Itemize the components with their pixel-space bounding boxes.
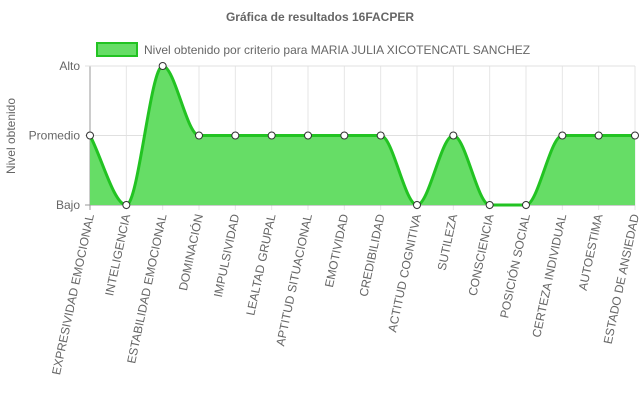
x-tick-label: DOMINACIÓN xyxy=(175,213,206,292)
data-point[interactable] xyxy=(86,131,94,140)
data-point[interactable] xyxy=(522,201,530,209)
legend-swatch xyxy=(96,42,138,57)
x-tick-label: SUTILEZA xyxy=(435,213,461,272)
data-point[interactable] xyxy=(158,62,167,70)
x-tick-label: CERTEZA INDIVIDUAL xyxy=(529,212,569,338)
y-axis-ticks: Bajo Promedio Alto xyxy=(29,59,81,212)
data-point[interactable] xyxy=(485,201,494,209)
points xyxy=(86,62,639,209)
data-point[interactable] xyxy=(376,131,385,140)
y-tick-label: Bajo xyxy=(56,198,80,212)
x-tick-label: IMPULSIVIDAD xyxy=(211,212,242,298)
x-tick-label: APTITUD SITUACIONAL xyxy=(273,212,315,347)
legend-label: Nivel obtenido por criterio para MARIA J… xyxy=(144,43,530,57)
y-tick-label: Alto xyxy=(59,59,80,73)
x-tick-label: ESTADO DE ANSIEDAD xyxy=(601,212,639,345)
x-axis-ticks: EXPRESIVIDAD EMOCIONAL INTELIGENCIAESTABI… xyxy=(49,212,639,376)
x-tick-label: EMOTIVIDAD xyxy=(322,212,351,288)
data-point[interactable] xyxy=(267,131,276,140)
legend[interactable]: Nivel obtenido por criterio para MARIA J… xyxy=(96,42,530,57)
data-point[interactable] xyxy=(231,131,240,140)
y-tick-label: Promedio xyxy=(29,129,81,143)
x-tick-label: CONSCIENCIA xyxy=(466,213,497,297)
x-tick-label: INTELIGENCIA xyxy=(102,213,133,297)
x-tick-label: CREDIBILIDAD xyxy=(356,212,387,297)
data-point[interactable] xyxy=(304,131,312,140)
x-tick-label: ACTITUD COGNITIVA xyxy=(385,213,424,334)
data-point[interactable] xyxy=(558,131,567,140)
data-point[interactable] xyxy=(413,201,421,209)
x-tick-label: POSICIÓN SOCIAL xyxy=(496,212,533,319)
data-point[interactable] xyxy=(631,131,639,140)
chart-title: Gráfica de resultados 16FACPER xyxy=(226,10,414,24)
x-tick-label: LEALTAD GRUPAL xyxy=(243,212,278,316)
data-point[interactable] xyxy=(195,131,203,140)
x-tick-label: ESTABILIDAD EMOCIONAL xyxy=(124,212,169,364)
data-point[interactable] xyxy=(594,131,603,140)
y-axis-title: Nivel obtenido xyxy=(4,98,18,174)
data-point[interactable] xyxy=(122,201,131,209)
data-point[interactable] xyxy=(340,131,349,140)
x-tick-label: AUTOESTIMA xyxy=(576,213,606,292)
data-point[interactable] xyxy=(449,131,458,140)
x-tick-label: EXPRESIVIDAD EMOCIONAL xyxy=(49,212,97,376)
